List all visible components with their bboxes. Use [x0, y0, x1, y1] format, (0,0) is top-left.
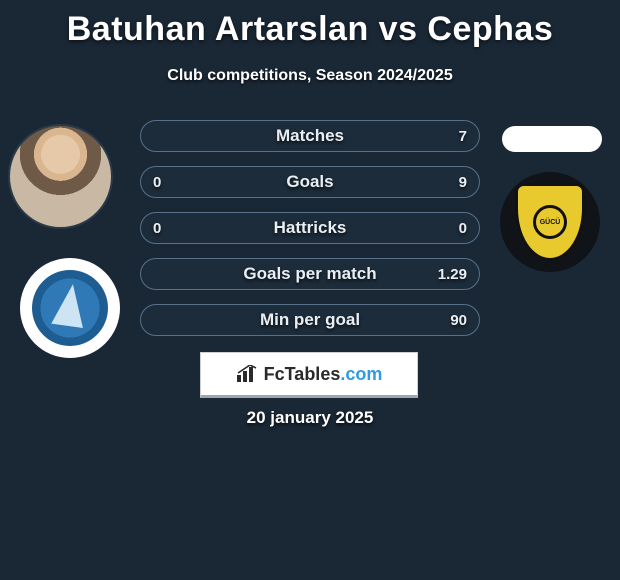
brand-name: FcTables — [264, 364, 341, 384]
team-left-logo — [20, 258, 120, 358]
stats-area: Matches 7 0 Goals 9 0 Hattricks 0 Goals … — [140, 120, 480, 350]
page-title: Batuhan Artarslan vs Cephas — [0, 0, 620, 49]
stat-right-value: 0 — [459, 220, 467, 237]
stat-label: Goals per match — [243, 264, 376, 284]
stat-right-value: 7 — [459, 128, 467, 145]
stat-row-goals-per-match: Goals per match 1.29 — [140, 258, 480, 290]
stat-left-value: 0 — [153, 220, 161, 237]
page-subtitle: Club competitions, Season 2024/2025 — [0, 67, 620, 85]
stat-right-value: 90 — [450, 312, 467, 329]
brand-box: FcTables.com — [200, 352, 418, 398]
stat-left-value: 0 — [153, 174, 161, 191]
stat-row-hattricks: 0 Hattricks 0 — [140, 212, 480, 244]
stat-row-matches: Matches 7 — [140, 120, 480, 152]
stat-label: Min per goal — [260, 310, 360, 330]
chart-icon — [236, 365, 258, 383]
player-left-photo — [8, 124, 113, 229]
date-line: 20 january 2025 — [0, 408, 620, 428]
stat-row-min-per-goal: Min per goal 90 — [140, 304, 480, 336]
brand-text: FcTables.com — [264, 364, 383, 385]
stat-label: Matches — [276, 126, 344, 146]
stat-label: Goals — [286, 172, 333, 192]
stat-label: Hattricks — [274, 218, 347, 238]
stat-row-goals: 0 Goals 9 — [140, 166, 480, 198]
team-right-logo: GÜCÜ — [500, 172, 600, 272]
stat-right-value: 1.29 — [438, 266, 467, 283]
player-right-placeholder — [502, 126, 602, 152]
stat-right-value: 9 — [459, 174, 467, 191]
team-right-abbrev: GÜCÜ — [533, 205, 567, 239]
brand-suffix: .com — [340, 364, 382, 384]
